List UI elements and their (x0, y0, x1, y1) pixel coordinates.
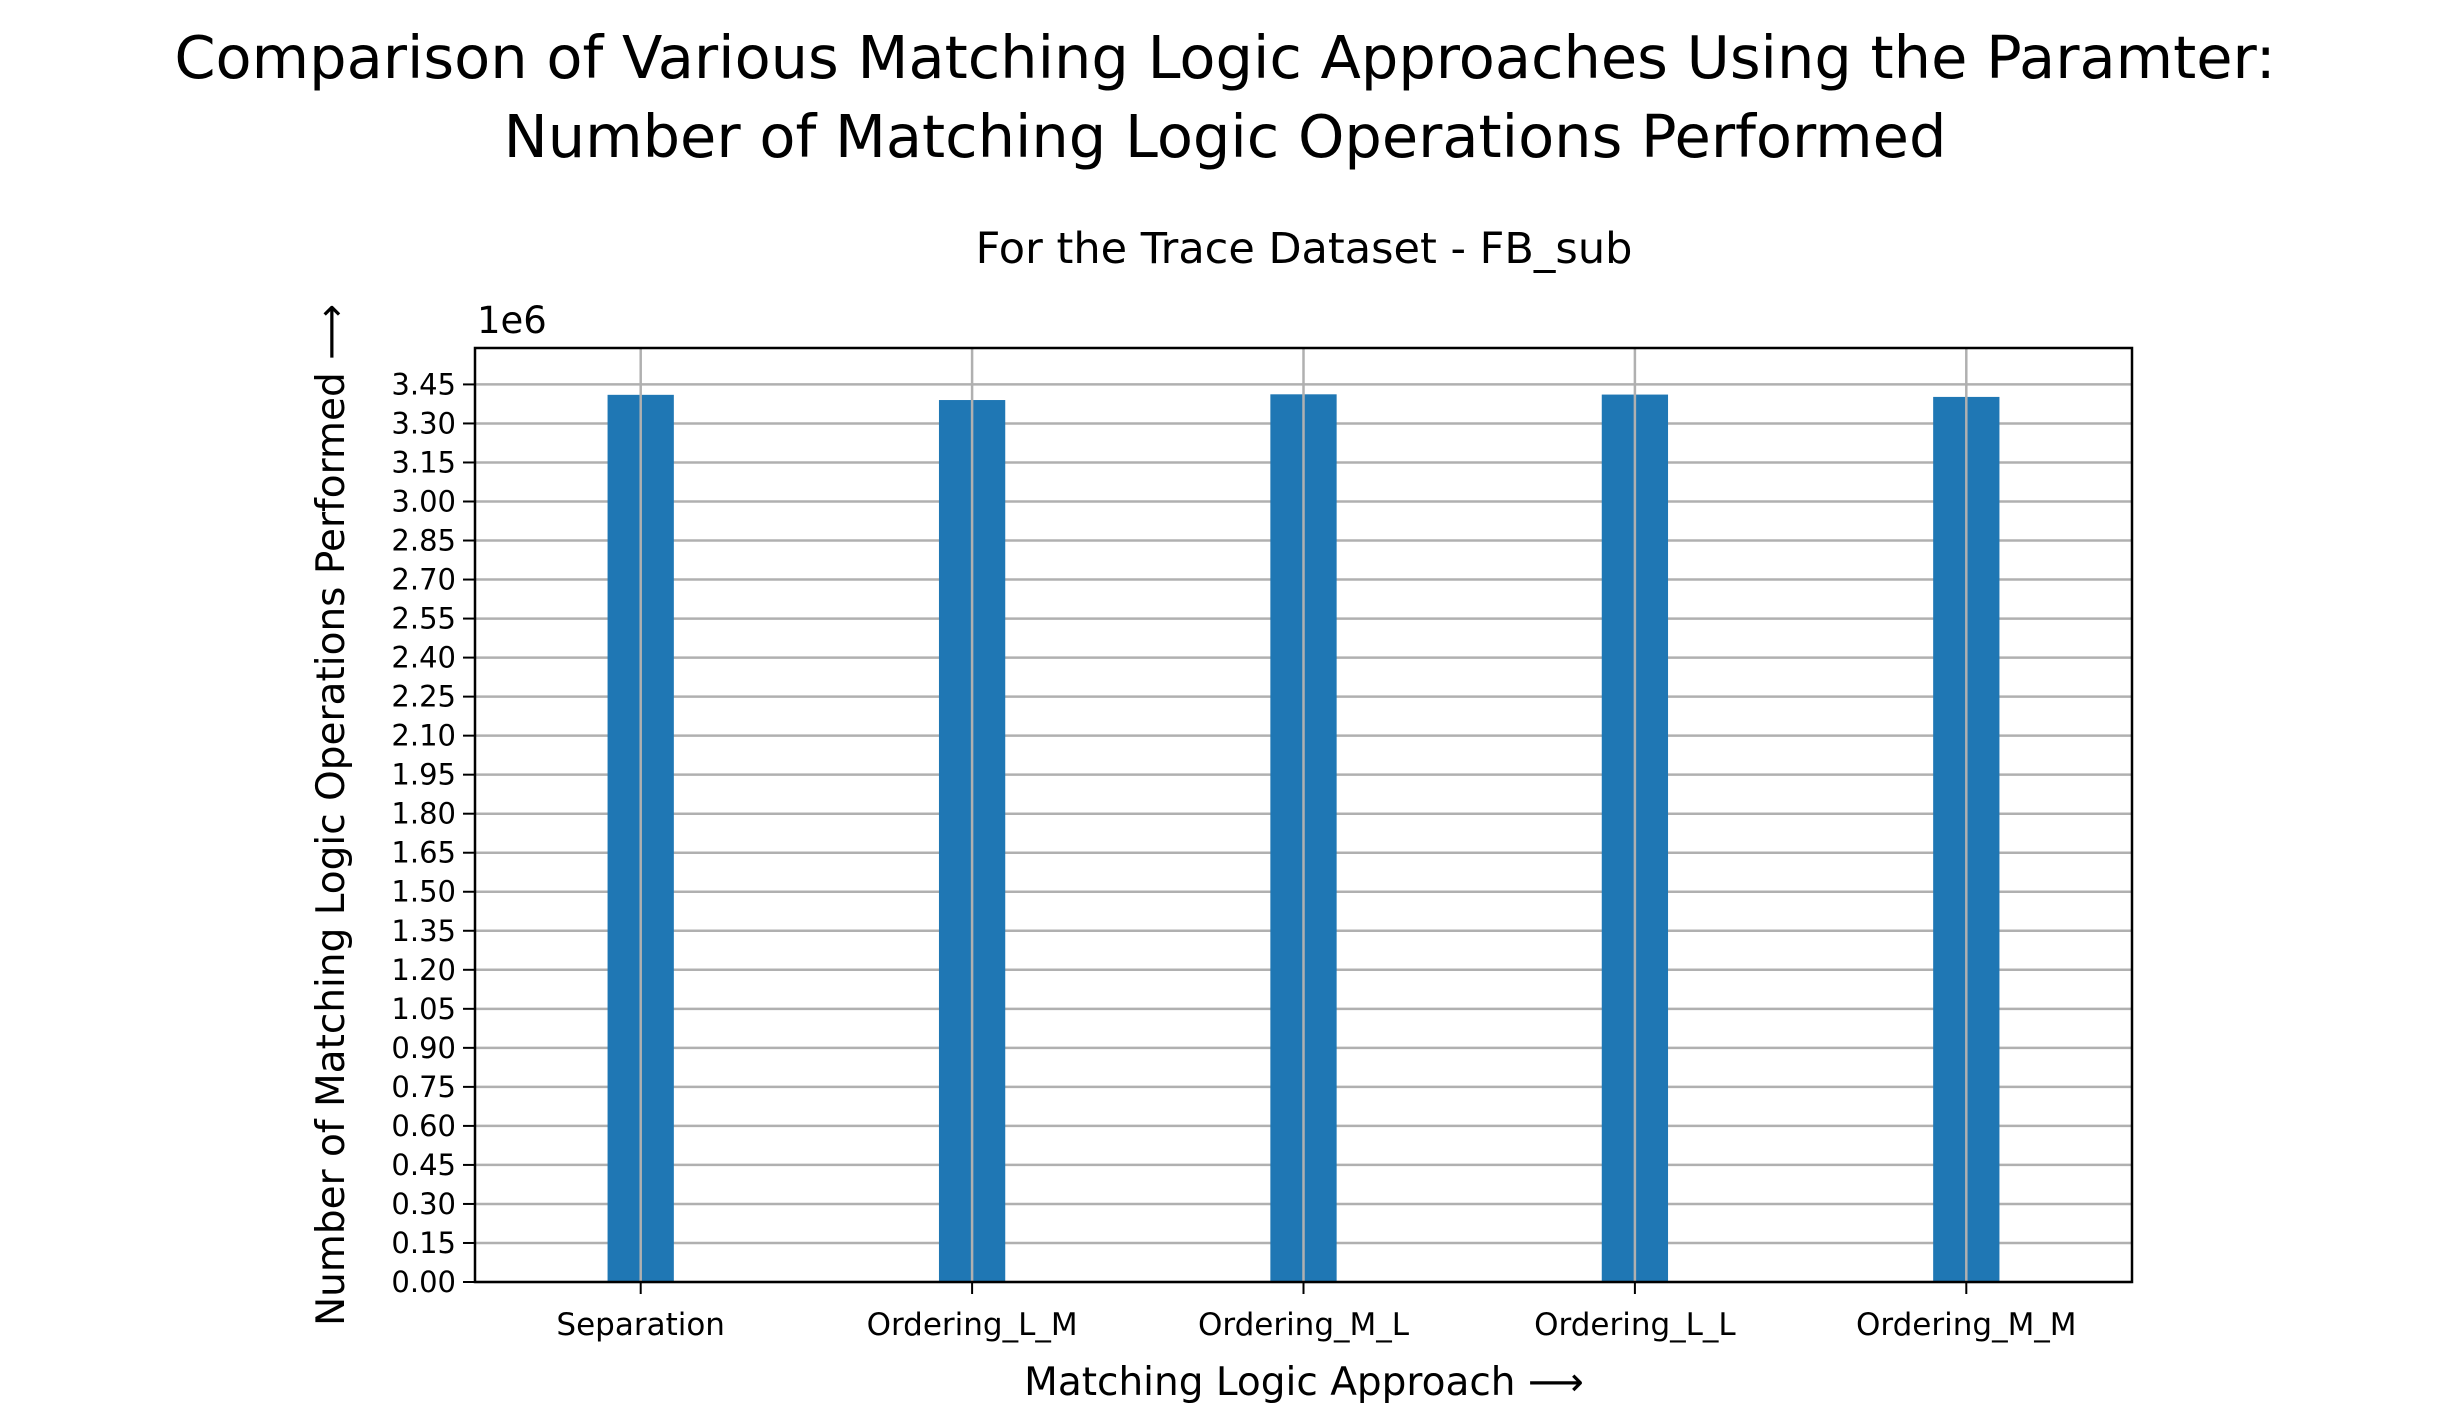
y-tick-label: 1.50 (391, 875, 456, 909)
y-tick-label: 2.85 (391, 524, 456, 558)
y-tick-label: 2.10 (391, 719, 456, 753)
y-tick-label: 0.90 (391, 1031, 456, 1065)
chart-subtitle: For the Trace Dataset - FB_sub (976, 224, 1633, 274)
y-tick-label: 1.95 (391, 758, 456, 792)
y-tick-label: 0.15 (391, 1226, 456, 1260)
y-tick-label: 1.05 (391, 992, 456, 1026)
x-tick-label: Ordering_M_M (1856, 1307, 2077, 1343)
x-axis-label: Matching Logic Approach ⟶ (1024, 1360, 1584, 1405)
y-offset-label: 1e6 (477, 299, 547, 342)
y-tick-label: 3.45 (391, 367, 456, 401)
y-tick-label: 1.20 (391, 953, 456, 987)
chart-title-line2: Number of Matching Logic Operations Perf… (504, 102, 1947, 171)
y-tick-label: 2.55 (391, 602, 456, 636)
y-tick-label: 3.30 (391, 406, 456, 440)
y-tick-label: 1.65 (391, 836, 456, 870)
y-tick-label: 1.35 (391, 914, 456, 948)
y-tick-label: 2.40 (391, 641, 456, 675)
y-tick-label: 2.25 (391, 680, 456, 714)
y-tick-label: 0.00 (391, 1265, 456, 1299)
y-tick-label: 0.30 (391, 1187, 456, 1221)
y-axis-label: Number of Matching Logic Operations Perf… (309, 304, 354, 1326)
y-tick-label: 1.80 (391, 797, 456, 831)
x-tick-label: Separation (556, 1307, 725, 1343)
x-grid-layer (639, 348, 1968, 1282)
y-tick-label: 0.60 (391, 1109, 456, 1143)
y-tick-label: 3.15 (391, 445, 456, 479)
y-tick-label: 3.00 (391, 484, 456, 518)
y-tick-label: 2.70 (391, 563, 456, 597)
y-tick-label: 0.45 (391, 1148, 456, 1182)
plot-frame (473, 346, 2134, 1284)
x-tick-label: Ordering_L_M (867, 1307, 1078, 1343)
chart-title: Comparison of Various Matching Logic App… (174, 23, 2275, 92)
y-tick-label: 0.75 (391, 1070, 456, 1104)
x-tick-label: Ordering_L_L (1534, 1307, 1736, 1343)
ticks-layer: 0.00 0.15 0.30 0.45 0.60 0.75 0.90 1.05 1.20 1.35… (391, 367, 2076, 1343)
x-tick-label: Ordering_M_L (1198, 1307, 1410, 1343)
